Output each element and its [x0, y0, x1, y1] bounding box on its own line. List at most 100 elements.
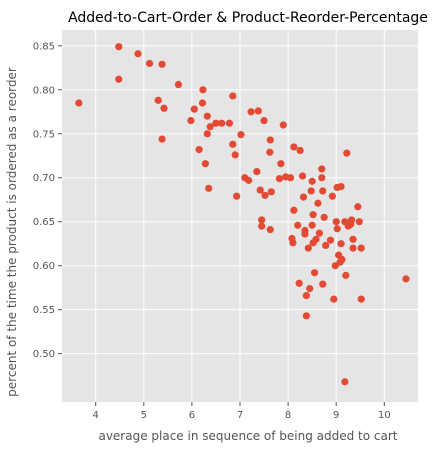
data-point — [290, 143, 298, 151]
y-tick-label: 0.75 — [33, 129, 55, 140]
data-point — [154, 96, 162, 104]
data-point — [354, 203, 362, 211]
data-points — [75, 43, 410, 386]
data-point — [333, 225, 341, 233]
y-tick-label: 0.55 — [33, 305, 55, 316]
data-point — [158, 60, 166, 68]
data-point — [258, 222, 266, 230]
data-point — [115, 75, 123, 83]
axis-ticks: 4 5 6 7 8 9 10 0.50 0.55 0.60 0.65 0.70 0.75 0.80 0.85 — [33, 41, 391, 421]
data-point — [290, 206, 298, 214]
data-point — [349, 244, 357, 252]
x-tick-label: 7 — [237, 410, 243, 421]
data-point — [225, 119, 234, 127]
data-point — [301, 230, 309, 238]
x-tick-label: 6 — [189, 410, 195, 421]
data-point — [233, 192, 241, 200]
data-point — [160, 104, 168, 112]
y-axis-label: percent of the time the product is order… — [5, 67, 19, 397]
data-point — [348, 216, 356, 224]
data-point — [319, 280, 327, 288]
data-point — [187, 116, 195, 125]
data-point — [314, 199, 322, 207]
data-point — [320, 213, 328, 221]
x-axis-label: average place in sequence of being added… — [98, 429, 397, 443]
data-point — [289, 239, 297, 247]
data-point — [261, 191, 269, 199]
data-point — [357, 295, 365, 303]
data-point — [307, 187, 315, 195]
data-point — [158, 135, 166, 143]
data-point — [328, 192, 336, 200]
data-point — [198, 99, 207, 107]
data-point — [75, 99, 83, 107]
data-point — [349, 235, 357, 243]
data-point — [253, 167, 261, 176]
x-tick-label: 4 — [92, 410, 98, 421]
data-point — [247, 108, 255, 116]
data-point — [195, 146, 203, 154]
data-point — [357, 244, 365, 252]
data-point — [115, 43, 123, 51]
data-point — [205, 184, 213, 192]
data-point — [302, 291, 310, 300]
data-point — [237, 131, 245, 139]
y-tick-label: 0.65 — [33, 217, 55, 228]
chart-title: Added-to-Cart-Order & Product-Reorder-Pe… — [68, 10, 428, 26]
data-point — [286, 174, 295, 182]
data-point — [319, 187, 327, 195]
data-point — [343, 149, 351, 157]
data-point — [174, 80, 183, 89]
data-point — [190, 105, 198, 113]
data-point — [338, 255, 346, 264]
x-tick-label: 9 — [333, 410, 339, 421]
x-tick-label: 10 — [378, 410, 391, 421]
data-point — [312, 235, 320, 243]
data-point — [309, 211, 317, 219]
data-point — [266, 136, 274, 144]
data-point — [134, 50, 142, 58]
data-point — [275, 175, 284, 183]
data-point — [294, 221, 302, 229]
data-point — [332, 218, 340, 226]
data-point — [295, 279, 303, 287]
y-tick-label: 0.70 — [33, 173, 55, 184]
y-tick-label: 0.60 — [33, 261, 55, 272]
data-point — [322, 241, 330, 250]
data-point — [260, 116, 268, 125]
data-point — [254, 107, 262, 115]
data-point — [231, 151, 239, 159]
data-point — [267, 188, 275, 196]
data-point — [298, 172, 307, 180]
data-point — [306, 284, 314, 293]
data-point — [304, 244, 312, 252]
data-point — [318, 174, 326, 182]
data-point — [203, 130, 211, 138]
y-tick-label: 0.80 — [33, 85, 55, 96]
data-point — [308, 221, 316, 229]
data-point — [355, 218, 363, 226]
y-tick-label: 0.85 — [33, 41, 55, 52]
data-point — [330, 295, 338, 303]
data-point — [318, 165, 326, 173]
data-point — [229, 140, 237, 148]
data-point — [206, 123, 214, 131]
data-point — [212, 119, 220, 127]
x-tick-label: 8 — [285, 410, 291, 421]
data-point — [258, 216, 266, 224]
data-point — [326, 236, 335, 244]
data-point — [402, 275, 410, 283]
data-point — [145, 59, 154, 68]
data-point — [315, 229, 323, 237]
data-point — [201, 160, 209, 168]
data-point — [279, 121, 287, 129]
data-point — [256, 186, 264, 194]
y-tick-label: 0.50 — [33, 349, 55, 360]
data-point — [302, 312, 310, 320]
data-point — [229, 92, 237, 100]
data-point — [337, 240, 345, 248]
data-point — [203, 112, 211, 120]
data-point — [266, 148, 274, 156]
data-point — [199, 86, 207, 94]
